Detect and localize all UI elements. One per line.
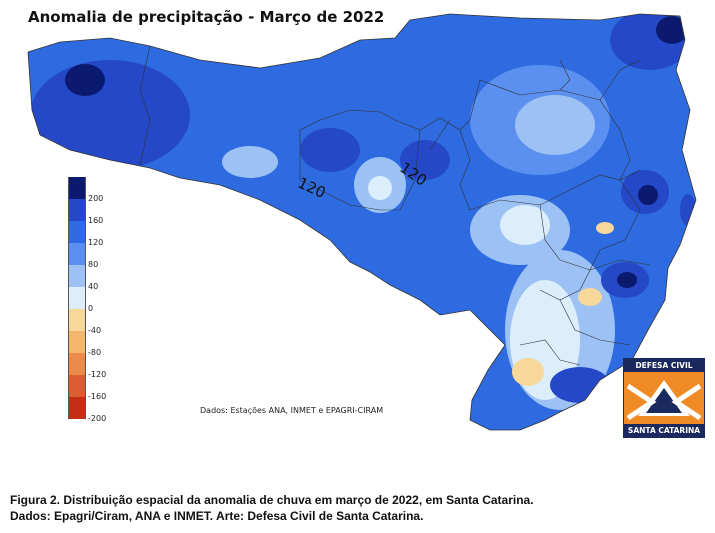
state-border bbox=[27, 13, 697, 431]
logo-top-text: DEFESA CIVIL bbox=[624, 359, 704, 372]
legend-swatch-120 bbox=[68, 221, 86, 243]
east-negative-anomaly bbox=[596, 222, 614, 234]
legend-label: 80 bbox=[88, 260, 99, 269]
north-low-anomaly bbox=[515, 95, 595, 155]
south-coast-high-anomaly bbox=[550, 367, 610, 403]
legend-label: -160 bbox=[88, 392, 107, 401]
west-max-anomaly bbox=[65, 64, 105, 96]
caption-line-1: Figura 2. Distribuição espacial da anoma… bbox=[10, 493, 534, 507]
legend-label: 200 bbox=[88, 194, 104, 203]
legend-label: 40 bbox=[88, 282, 99, 291]
legend-swatch-200 bbox=[68, 177, 86, 199]
map-title: Anomalia de precipitação - Março de 2022 bbox=[28, 8, 385, 26]
legend-swatch-0 bbox=[68, 287, 86, 309]
legend-swatch-neg200 bbox=[68, 397, 86, 419]
south-negative-anomaly-1 bbox=[578, 288, 602, 306]
center-high-anomaly-1 bbox=[300, 128, 360, 172]
south-negative-anomaly-2 bbox=[512, 358, 544, 386]
legend-swatch-neg40 bbox=[68, 309, 86, 331]
legend-label: -120 bbox=[88, 370, 107, 379]
figure-caption: Figura 2. Distribuição espacial da anoma… bbox=[10, 492, 534, 524]
data-source-credit: Dados: Estações ANA, INMET e EPAGRI-CIRA… bbox=[200, 406, 384, 415]
legend-swatch-neg160 bbox=[68, 375, 86, 397]
caption-line-2: Dados: Epagri/Ciram, ANA e INMET. Arte: … bbox=[10, 509, 424, 523]
northeast-max-anomaly bbox=[656, 16, 688, 44]
defesa-civil-emblem-icon bbox=[624, 372, 704, 424]
legend-swatch-40 bbox=[68, 265, 86, 287]
region-borders bbox=[139, 45, 651, 366]
legend-label: -200 bbox=[88, 414, 107, 423]
center-high-anomaly-2 bbox=[400, 140, 450, 180]
island-high-anomaly bbox=[680, 194, 696, 226]
southeast-max-anomaly bbox=[617, 272, 637, 288]
color-legend: 200 160 120 80 40 0 -40 -80 -120 -160 -2… bbox=[68, 177, 128, 427]
coast-max-anomaly bbox=[638, 185, 658, 205]
midwest-low-anomaly bbox=[222, 146, 278, 178]
legend-label: 120 bbox=[88, 238, 104, 247]
legend-label: 0 bbox=[88, 304, 94, 313]
legend-label: 160 bbox=[88, 216, 104, 225]
legend-swatch-neg80 bbox=[68, 331, 86, 353]
legend-label: -40 bbox=[88, 326, 102, 335]
legend-swatch-80 bbox=[68, 243, 86, 265]
east-lowest-anomaly bbox=[500, 205, 550, 245]
west-high-anomaly bbox=[30, 60, 190, 170]
defesa-civil-logo: DEFESA CIVIL SANTA CATARINA bbox=[623, 358, 705, 438]
logo-bottom-text: SANTA CATARINA bbox=[624, 424, 704, 437]
center-lowest-anomaly bbox=[368, 176, 392, 200]
legend-label: -80 bbox=[88, 348, 102, 357]
legend-swatch-neg120 bbox=[68, 353, 86, 375]
legend-swatch-160 bbox=[68, 199, 86, 221]
